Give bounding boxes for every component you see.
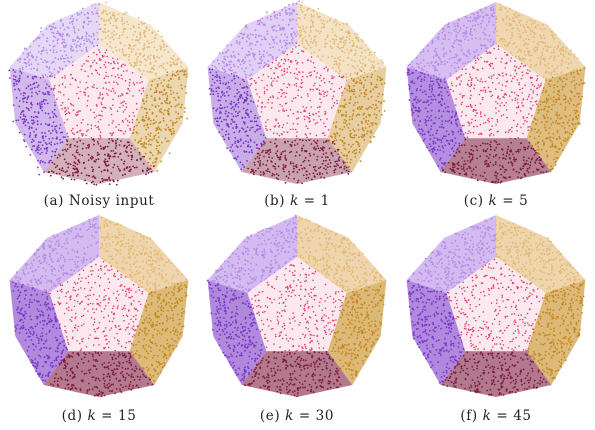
dodecahedron-point-cloud-image (207, 0, 387, 185)
caption: (e) k = 30 (259, 408, 335, 424)
dodecahedron-point-cloud-image (8, 1, 189, 186)
dodecahedron-point-cloud-image (406, 2, 586, 184)
side-face (526, 66, 586, 172)
side-face (43, 350, 155, 398)
side-face (406, 279, 466, 385)
panel-f: (f) k = 45 (397, 213, 595, 428)
side-face (129, 280, 189, 385)
caption: (f) k = 45 (460, 408, 532, 424)
side-face (129, 67, 189, 172)
panel-a: (a) Noisy input (0, 0, 198, 215)
side-face (241, 135, 353, 185)
side-face (406, 67, 466, 172)
side-face (43, 134, 155, 186)
side-face (207, 67, 267, 172)
caption: (c) k = 5 (463, 193, 529, 209)
side-face (495, 2, 586, 80)
dodecahedron-point-cloud-image (9, 215, 189, 398)
side-face (9, 2, 102, 83)
side-face (327, 280, 387, 385)
center-face (49, 44, 149, 140)
side-face (9, 215, 100, 293)
caption: (a) Noisy input (43, 193, 155, 209)
side-face (206, 279, 267, 385)
center-face (446, 257, 546, 352)
side-face (8, 67, 71, 176)
side-face (241, 350, 353, 398)
side-face (440, 137, 552, 184)
side-face (207, 214, 298, 293)
panel-c: (c) k = 5 (397, 0, 595, 215)
center-face (49, 257, 149, 352)
center-face (446, 44, 546, 140)
side-face (296, 215, 387, 293)
dodecahedron-point-cloud-image (406, 215, 586, 397)
side-face (207, 0, 301, 80)
center-face (247, 44, 347, 141)
caption: (d) k = 15 (61, 408, 137, 424)
dodecahedron-point-cloud-image (206, 214, 387, 398)
side-face (406, 215, 496, 293)
center-face (247, 257, 347, 352)
caption: (b) k = 1 (264, 193, 330, 209)
side-face (406, 2, 498, 80)
side-face (94, 1, 189, 81)
panel-b: (b) k = 1 (198, 0, 396, 215)
side-face (495, 215, 586, 293)
side-face (526, 280, 586, 385)
side-face (98, 215, 189, 293)
panel-e: (e) k = 30 (198, 213, 396, 428)
side-face (440, 351, 552, 397)
panel-d: (d) k = 15 (0, 213, 198, 428)
side-face (293, 1, 387, 80)
side-face (9, 280, 69, 385)
